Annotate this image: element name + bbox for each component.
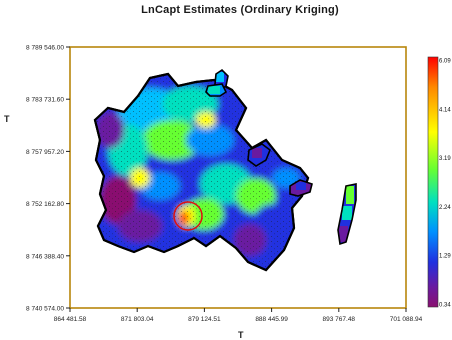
y-tick-label: 8 752 162.80 — [26, 201, 64, 208]
colorbar-label: 3.19 — [439, 156, 451, 162]
x-tick-label: 888 445.99 — [255, 316, 288, 323]
y-axis-label: T — [4, 114, 10, 124]
y-tick-label: 8 740 574.00 — [26, 306, 64, 313]
colorbar-ticks: 6.09 4.14 3.19 2.24 1.29 0.34 — [439, 59, 451, 309]
colorbar-label: 2.24 — [439, 205, 451, 211]
colorbar — [427, 56, 439, 308]
x-tick-label: 893 767.48 — [323, 316, 356, 323]
y-tick-label: 8 783 731.60 — [26, 97, 64, 104]
colorbar-label: 1.29 — [439, 254, 451, 260]
y-tick-label: 8 757 957.20 — [26, 149, 64, 156]
highlight-circle — [173, 201, 203, 231]
y-tick-label: 8 789 546.00 — [26, 45, 64, 52]
y-ticks: 8 789 546.00 8 783 731.60 8 757 957.20 8 75… — [26, 45, 70, 313]
x-ticks: 864 481.58 871 803.04 879 124.51 888 445.99… — [54, 308, 423, 323]
x-tick-label: 864 481.58 — [54, 316, 87, 323]
x-tick-label: 879 124.51 — [188, 316, 221, 323]
x-axis-label: T — [238, 330, 244, 340]
y-tick-label: 8 746 388.40 — [26, 253, 64, 260]
colorbar-label: 0.34 — [439, 303, 451, 309]
colorbar-label: 4.14 — [439, 107, 451, 113]
x-tick-label: 871 803.04 — [121, 316, 154, 323]
colorbar-label: 6.09 — [439, 59, 451, 65]
chart-title: LnCapt Estimates (Ordinary Kriging) — [141, 4, 339, 16]
x-tick-label: 701 088.94 — [390, 316, 423, 323]
